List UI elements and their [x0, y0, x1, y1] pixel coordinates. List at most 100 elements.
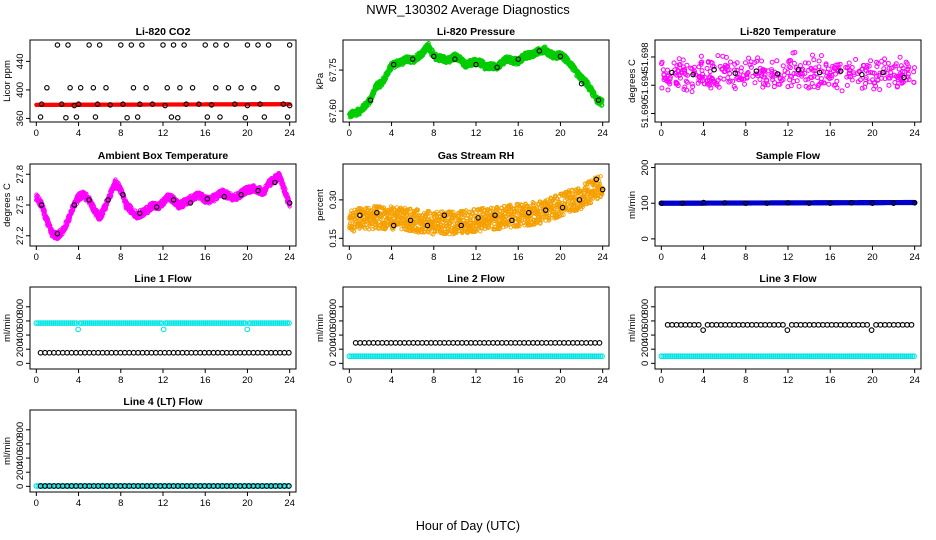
data-point: [77, 85, 84, 91]
x-tick-label: 20: [242, 252, 253, 263]
data-point: [757, 76, 763, 82]
data-point: [107, 102, 113, 108]
data-point: [599, 103, 604, 108]
data-point: [54, 42, 61, 48]
data-point: [557, 53, 564, 60]
data-point: [284, 114, 291, 120]
data-point: [265, 42, 272, 48]
x-tick-label: 24: [597, 252, 608, 263]
data-point: [759, 73, 765, 79]
data-point: [786, 64, 792, 70]
data-point: [853, 56, 859, 62]
x-tick-label: 4: [389, 128, 394, 139]
x-tick-label: 8: [118, 128, 123, 139]
y-tick-label: 67.60: [328, 99, 339, 123]
data-point: [844, 82, 850, 88]
x-tick-label: 4: [389, 252, 394, 263]
data-point: [698, 60, 704, 66]
data-point: [780, 77, 786, 83]
data-point: [875, 77, 881, 83]
data-point: [874, 63, 880, 69]
data-point: [96, 42, 103, 48]
data-point: [793, 71, 799, 77]
data-point: [232, 101, 238, 107]
data-point: [105, 197, 111, 203]
data-point: [238, 192, 244, 198]
data-point: [696, 73, 702, 79]
panel-title: Gas Stream RH: [438, 150, 514, 162]
y-axis-label: kPa: [315, 72, 326, 89]
data-point: [737, 75, 743, 81]
data-point: [261, 114, 268, 120]
data-point: [701, 81, 707, 87]
data-point: [42, 209, 47, 214]
data-point: [882, 76, 888, 82]
data-point: [690, 84, 696, 90]
data-point: [774, 71, 781, 77]
panel-title: Li-820 Temperature: [740, 26, 836, 38]
data-point: [761, 68, 767, 74]
data-point: [911, 65, 917, 71]
x-tick-label: 20: [242, 128, 253, 139]
data-point: [770, 72, 776, 78]
y-tick-label: 51.690: [640, 99, 651, 128]
data-point: [689, 89, 695, 95]
data-point: [42, 207, 47, 213]
data-point: [843, 64, 849, 70]
data-point: [257, 101, 263, 107]
x-tick-label: 0: [347, 128, 352, 139]
x-tick-label: 4: [76, 128, 81, 139]
x-tick-label: 12: [158, 128, 169, 139]
x-tick-label: 24: [284, 128, 295, 139]
data-point: [272, 179, 278, 186]
data-point: [859, 71, 865, 78]
data-point: [777, 76, 783, 82]
data-point: [571, 202, 576, 207]
data-point: [708, 85, 714, 91]
data-point: [44, 85, 50, 91]
data-point: [771, 84, 777, 90]
data-point: [702, 74, 708, 80]
data-point: [129, 205, 134, 211]
data-point: [473, 229, 478, 234]
data-point: [217, 114, 223, 120]
data-point: [720, 53, 726, 59]
data-point: [86, 42, 92, 48]
data-point: [667, 74, 673, 80]
data-point: [711, 78, 717, 84]
data-point: [37, 114, 44, 120]
data-point: [880, 69, 886, 76]
data-point: [695, 80, 701, 86]
data-point: [748, 64, 754, 70]
data-point: [221, 194, 227, 200]
data-point: [911, 79, 917, 85]
data-point: [780, 63, 786, 69]
x-tick-label: 12: [471, 128, 482, 139]
data-point: [691, 64, 697, 70]
y-tick-label: 51.698: [640, 42, 651, 71]
data-point: [118, 42, 124, 48]
data-point: [795, 66, 802, 73]
data-point: [814, 75, 820, 81]
data-point: [807, 84, 813, 90]
data-point: [835, 67, 841, 73]
data-point: [866, 63, 872, 69]
data-point: [453, 214, 459, 219]
data-point: [183, 101, 189, 107]
data-point: [547, 217, 552, 222]
panel-title: Ambient Box Temperature: [98, 150, 229, 162]
data-point: [124, 114, 130, 121]
data-point: [899, 79, 905, 85]
data-point: [905, 67, 911, 73]
data-point: [65, 223, 70, 228]
data-point: [897, 54, 903, 60]
data-point: [888, 73, 894, 79]
data-point: [351, 229, 357, 234]
data-point: [847, 67, 853, 73]
data-point: [865, 70, 871, 76]
data-point: [906, 77, 912, 83]
data-point: [67, 215, 73, 220]
data-point: [153, 204, 160, 210]
data-point: [785, 70, 791, 76]
